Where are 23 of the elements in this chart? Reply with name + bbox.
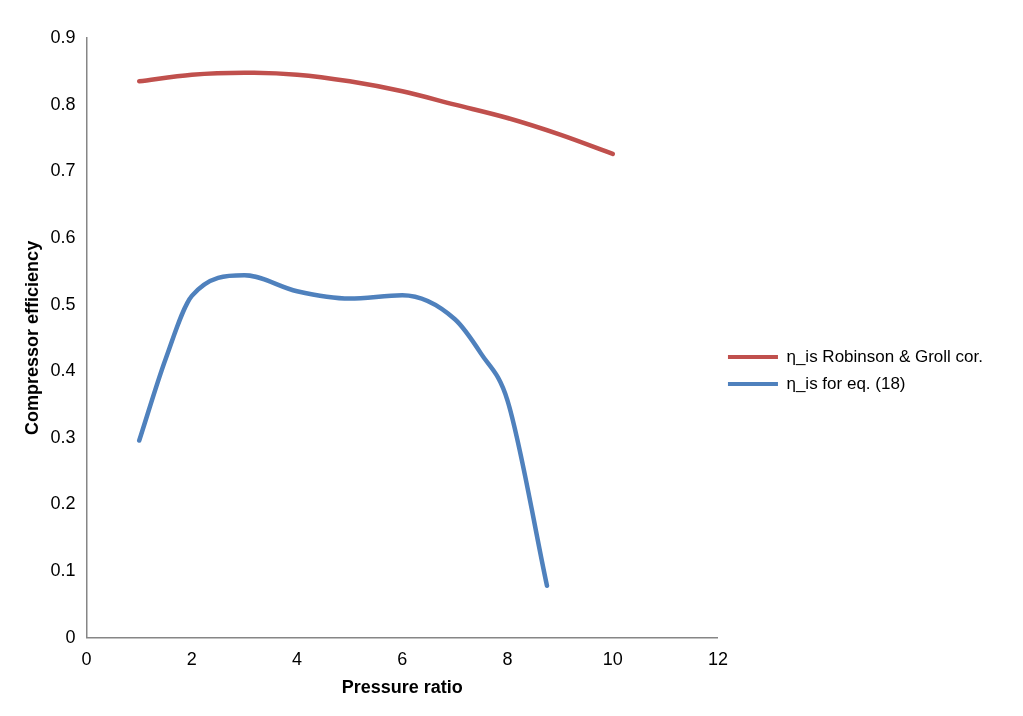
- y-tick-label: 0.5: [50, 293, 76, 314]
- legend-label: η_is Robinson & Groll cor.: [786, 346, 984, 366]
- x-tick-label: 2: [186, 648, 197, 669]
- x-tick-label: 6: [397, 648, 408, 669]
- x-tick-label: 0: [81, 648, 92, 669]
- line-series: [136, 70, 615, 157]
- y-axis-title: Compressor efficiency: [21, 240, 42, 435]
- x-tick-label: 10: [602, 648, 623, 669]
- y-tick-label: 0.7: [50, 160, 76, 181]
- y-tick-label: 0.8: [50, 93, 76, 114]
- x-axis-title: Pressure ratio: [341, 677, 463, 698]
- y-tick-label: 0.3: [50, 426, 76, 447]
- y-tick-label: 0.2: [50, 493, 76, 514]
- line-series: [136, 273, 550, 589]
- x-tick-label: 8: [502, 648, 513, 669]
- y-tick-label: 0.4: [50, 360, 76, 381]
- y-tick-label: 0: [65, 626, 76, 647]
- y-tick-label: 0.9: [50, 26, 76, 47]
- y-tick-label: 0.1: [50, 560, 76, 581]
- x-tick-label: 12: [707, 648, 728, 669]
- x-tick-label: 4: [292, 648, 303, 669]
- legend-label: η_is for eq. (18): [786, 373, 906, 393]
- y-tick-label: 0.6: [50, 226, 76, 247]
